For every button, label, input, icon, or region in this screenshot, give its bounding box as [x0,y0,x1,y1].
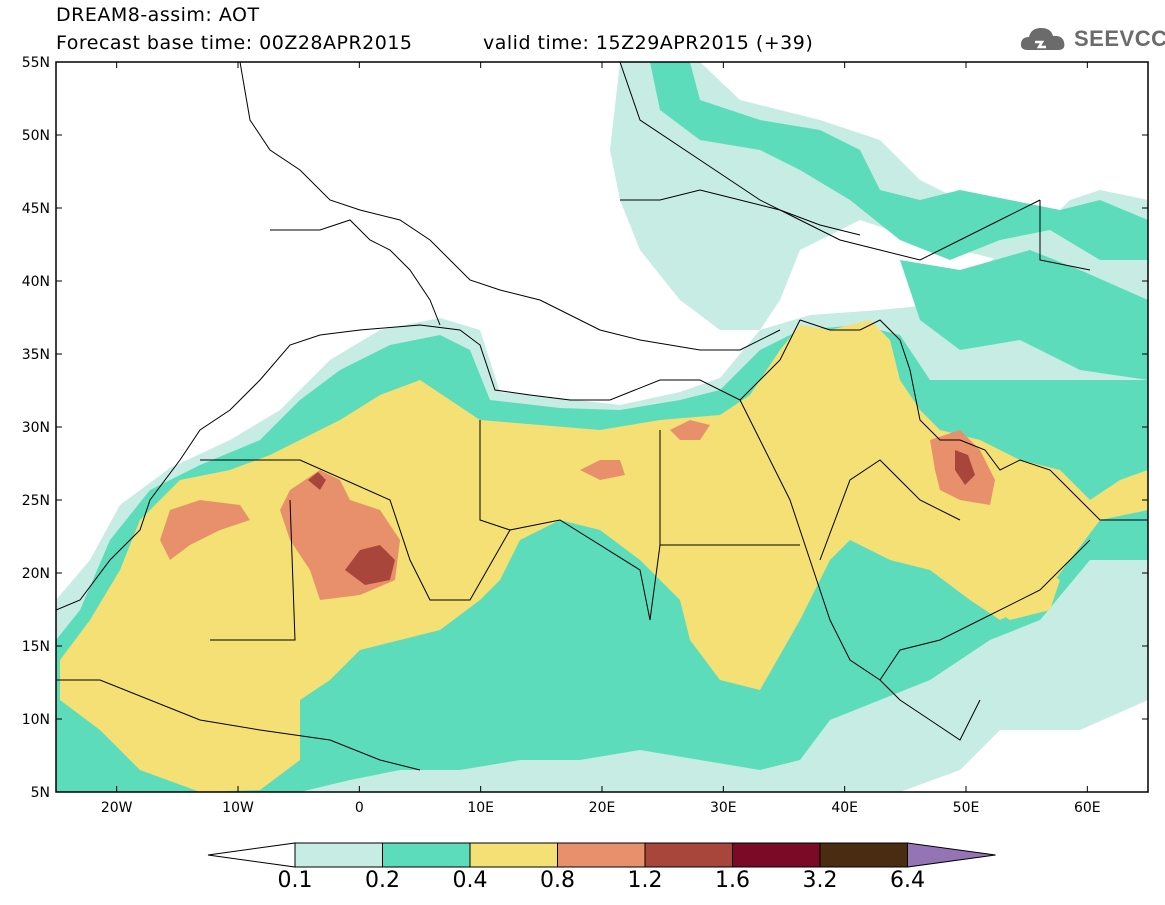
lat-tick-label: 35N [22,347,50,363]
lon-tick-label: 30E [710,800,737,816]
aot-band-0.8-e1 [580,460,625,480]
lon-tick-label: 10E [467,800,494,816]
aot-band-0.2-east [900,250,1148,380]
aot-band-1.2-gulf [955,450,975,485]
color-bar-level-label: 0.2 [365,868,400,893]
coastlines [56,62,1148,771]
color-bar-min-arrow [207,842,296,868]
color-bar-segment [294,842,383,868]
lon-tick-label: 0 [355,800,364,816]
color-bar-level-label: 0.1 [277,868,313,893]
color-bar [207,842,996,868]
color-bar-level-label: 1.6 [715,868,750,893]
color-bar-level-label: 0.4 [452,868,488,893]
color-bar-segment [382,842,471,868]
lon-axis: 20W 10W 0 10E 20E 30E 40E 50E 60E [101,800,1101,816]
aot-band-0.2-north [650,62,1148,260]
aot-band-0.8-w [160,500,250,560]
lat-tick-label: 40N [22,274,50,290]
axis-ticks [56,61,1148,793]
lat-tick-label: 15N [22,639,50,655]
color-bar-level-label: 6.4 [890,868,925,893]
lon-tick-label: 20W [101,800,133,816]
lat-tick-label: 50N [22,128,50,144]
color-bar-level-label: 1.2 [627,868,663,893]
aot-band-1.2-b [308,472,326,490]
lat-tick-label: 20N [22,566,50,582]
lat-tick-label: 25N [22,493,50,509]
lon-tick-label: 10W [222,800,254,816]
lat-axis: 55N 50N 45N 40N 35N 30N 25N 20N 15N 10N 5N [22,55,50,801]
seevccc-logo: SEEVCCC [1018,22,1165,56]
lon-tick-label: 60E [1074,800,1101,816]
map-title: DREAM8-assim: AOT [56,4,260,26]
lat-tick-label: 5N [31,785,50,801]
aot-band-0.4-east [950,520,1060,620]
lat-tick-label: 45N [22,201,50,217]
valid-time: valid time: 15Z29APR2015 (+39) [483,32,814,54]
aot-band-0.4 [60,320,1148,792]
lat-tick-label: 10N [22,712,50,728]
lon-tick-label: 20E [589,800,616,816]
forecast-base-time: Forecast base time: 00Z28APR2015 [56,32,413,54]
lat-tick-label: 30N [22,420,50,436]
color-bar-level-label: 0.8 [540,868,575,893]
color-bar-segment [644,842,733,868]
lon-tick-label: 50E [953,800,980,816]
color-bar-segment [557,842,646,868]
lon-tick-label: 40E [831,800,858,816]
aot-field [56,62,1148,792]
logo-text: SEEVCCC [1074,26,1165,51]
color-bar-segment [819,842,908,868]
color-bar-max-arrow [907,842,996,868]
aot-band-0.8-e2 [670,420,710,440]
color-bar-segment [732,842,821,868]
aot-band-1.2 [345,545,395,585]
cloud-icon [1020,28,1065,50]
color-bar-level-label: 3.2 [802,868,838,893]
lat-tick-label: 55N [22,55,50,71]
color-bar-segment [469,842,558,868]
